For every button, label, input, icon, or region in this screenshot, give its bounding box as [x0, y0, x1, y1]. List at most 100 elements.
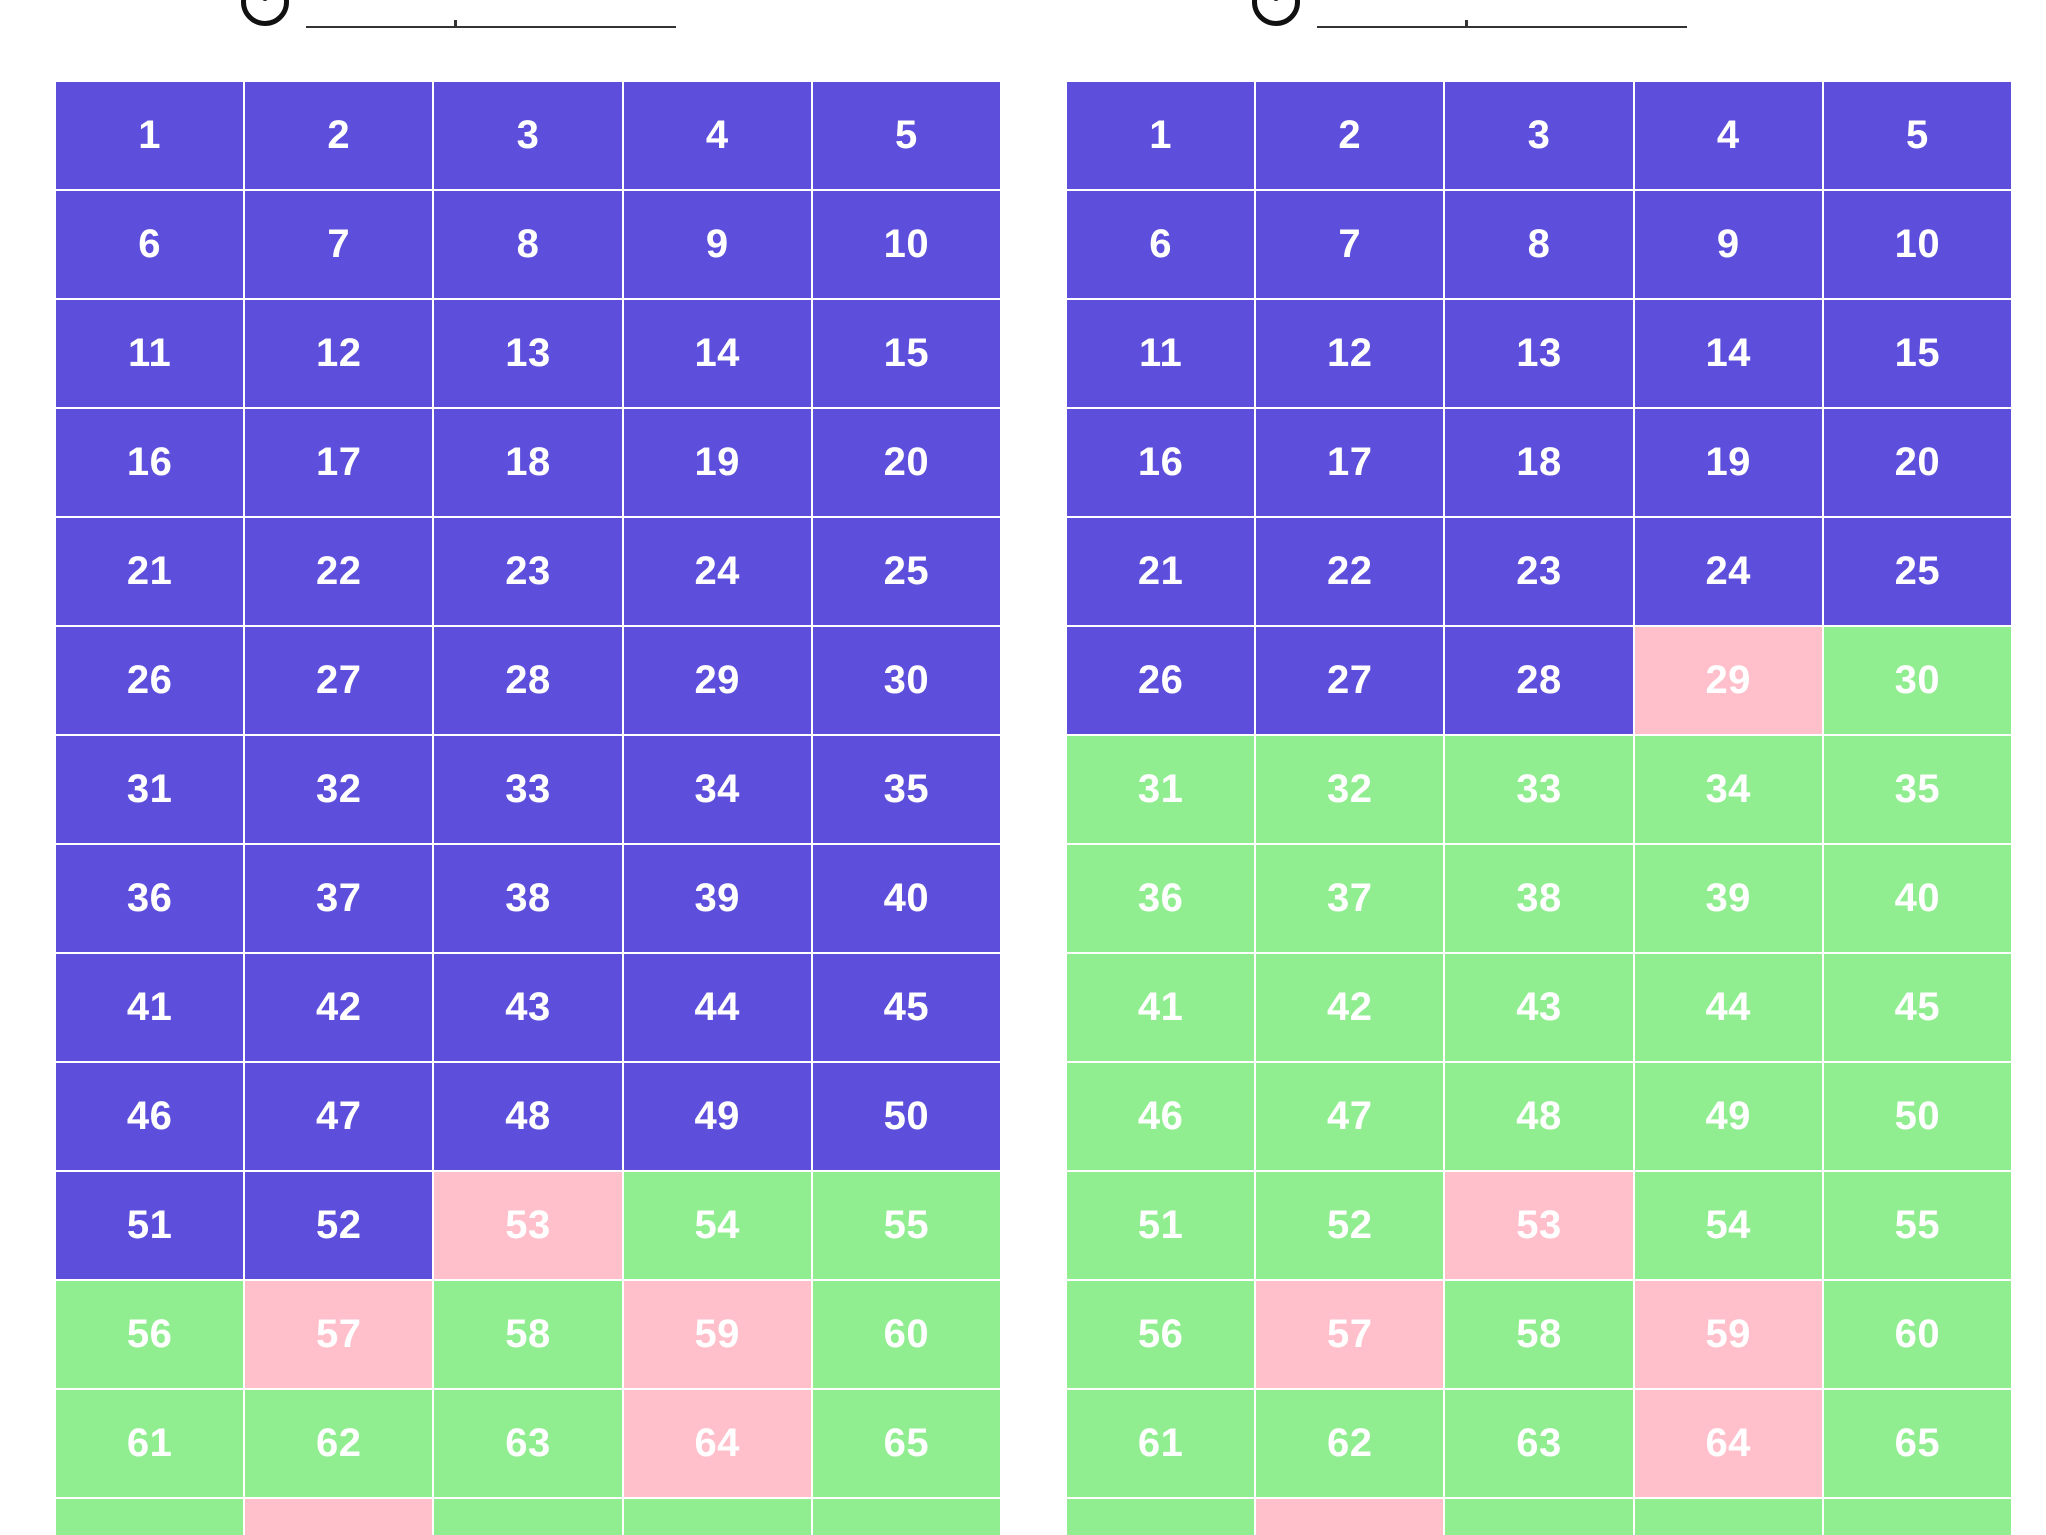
question-cell-pending[interactable]: 43 — [434, 954, 622, 1061]
question-cell-pending[interactable]: 25 — [812, 518, 1000, 625]
question-cell-correct[interactable] — [434, 1499, 622, 1535]
question-cell-correct[interactable]: 45 — [1823, 954, 2011, 1061]
question-cell-correct[interactable]: 38 — [1445, 845, 1633, 952]
question-cell-pending[interactable]: 36 — [56, 845, 244, 952]
question-cell-pending[interactable]: 28 — [1445, 627, 1633, 734]
question-cell-pending[interactable]: 16 — [56, 409, 244, 516]
question-cell-pending[interactable]: 24 — [623, 518, 811, 625]
question-cell-correct[interactable]: 47 — [1256, 1063, 1444, 1170]
question-cell-correct[interactable]: 55 — [812, 1172, 1000, 1279]
question-cell-pending[interactable]: 52 — [245, 1172, 433, 1279]
question-cell-correct[interactable] — [56, 1499, 244, 1535]
question-cell-pending[interactable]: 19 — [1634, 409, 1822, 516]
question-cell-correct[interactable]: 56 — [1067, 1281, 1255, 1388]
question-cell-wrong[interactable]: 64 — [623, 1390, 811, 1497]
question-cell-correct[interactable] — [1067, 1499, 1255, 1535]
question-cell-pending[interactable]: 11 — [1067, 300, 1255, 407]
question-cell-pending[interactable]: 2 — [1256, 82, 1444, 189]
question-cell-correct[interactable]: 60 — [812, 1281, 1000, 1388]
question-cell-wrong[interactable]: 53 — [1445, 1172, 1633, 1279]
question-cell-correct[interactable]: 44 — [1634, 954, 1822, 1061]
question-cell-wrong[interactable] — [245, 1499, 433, 1535]
question-cell-correct[interactable]: 62 — [1256, 1390, 1444, 1497]
question-cell-pending[interactable]: 29 — [623, 627, 811, 734]
question-cell-pending[interactable]: 40 — [812, 845, 1000, 952]
question-cell-correct[interactable]: 35 — [1823, 736, 2011, 843]
question-cell-correct[interactable]: 54 — [623, 1172, 811, 1279]
question-cell-pending[interactable]: 35 — [812, 736, 1000, 843]
question-cell-correct[interactable]: 41 — [1067, 954, 1255, 1061]
question-cell-pending[interactable]: 49 — [623, 1063, 811, 1170]
question-cell-correct[interactable] — [812, 1499, 1000, 1535]
question-cell-pending[interactable]: 48 — [434, 1063, 622, 1170]
question-cell-wrong[interactable] — [1256, 1499, 1444, 1535]
question-cell-pending[interactable]: 16 — [1067, 409, 1255, 516]
question-cell-correct[interactable]: 65 — [812, 1390, 1000, 1497]
question-cell-correct[interactable]: 51 — [1067, 1172, 1255, 1279]
question-cell-pending[interactable]: 25 — [1823, 518, 2011, 625]
question-cell-correct[interactable] — [1823, 1499, 2011, 1535]
question-cell-correct[interactable]: 54 — [1634, 1172, 1822, 1279]
question-cell-pending[interactable]: 6 — [56, 191, 244, 298]
question-cell-wrong[interactable]: 59 — [1634, 1281, 1822, 1388]
question-cell-correct[interactable]: 34 — [1634, 736, 1822, 843]
question-cell-pending[interactable]: 8 — [1445, 191, 1633, 298]
question-cell-pending[interactable]: 46 — [56, 1063, 244, 1170]
question-cell-pending[interactable]: 5 — [1823, 82, 2011, 189]
question-cell-pending[interactable]: 24 — [1634, 518, 1822, 625]
question-cell-pending[interactable]: 2 — [245, 82, 433, 189]
question-cell-pending[interactable]: 7 — [1256, 191, 1444, 298]
question-cell-pending[interactable]: 13 — [434, 300, 622, 407]
question-cell-pending[interactable]: 8 — [434, 191, 622, 298]
question-cell-correct[interactable]: 32 — [1256, 736, 1444, 843]
question-cell-pending[interactable]: 37 — [245, 845, 433, 952]
question-cell-pending[interactable]: 23 — [434, 518, 622, 625]
question-cell-pending[interactable]: 15 — [812, 300, 1000, 407]
question-cell-pending[interactable]: 23 — [1445, 518, 1633, 625]
question-cell-pending[interactable]: 17 — [1256, 409, 1444, 516]
question-cell-correct[interactable]: 55 — [1823, 1172, 2011, 1279]
question-cell-correct[interactable]: 31 — [1067, 736, 1255, 843]
question-cell-pending[interactable]: 51 — [56, 1172, 244, 1279]
question-cell-pending[interactable]: 17 — [245, 409, 433, 516]
question-cell-pending[interactable]: 9 — [623, 191, 811, 298]
question-cell-pending[interactable]: 1 — [1067, 82, 1255, 189]
question-cell-pending[interactable]: 4 — [623, 82, 811, 189]
question-cell-correct[interactable] — [1634, 1499, 1822, 1535]
question-cell-correct[interactable]: 58 — [434, 1281, 622, 1388]
question-cell-pending[interactable]: 9 — [1634, 191, 1822, 298]
question-cell-wrong[interactable]: 64 — [1634, 1390, 1822, 1497]
question-cell-wrong[interactable]: 29 — [1634, 627, 1822, 734]
question-cell-correct[interactable]: 52 — [1256, 1172, 1444, 1279]
question-cell-pending[interactable]: 21 — [56, 518, 244, 625]
question-cell-pending[interactable]: 34 — [623, 736, 811, 843]
question-cell-pending[interactable]: 28 — [434, 627, 622, 734]
question-cell-pending[interactable]: 3 — [434, 82, 622, 189]
question-cell-correct[interactable]: 63 — [434, 1390, 622, 1497]
question-cell-pending[interactable]: 22 — [1256, 518, 1444, 625]
question-cell-pending[interactable]: 44 — [623, 954, 811, 1061]
question-cell-correct[interactable]: 36 — [1067, 845, 1255, 952]
question-cell-pending[interactable]: 42 — [245, 954, 433, 1061]
question-cell-pending[interactable]: 12 — [245, 300, 433, 407]
question-cell-correct[interactable] — [623, 1499, 811, 1535]
question-cell-correct[interactable]: 65 — [1823, 1390, 2011, 1497]
question-cell-correct[interactable]: 33 — [1445, 736, 1633, 843]
question-cell-pending[interactable]: 15 — [1823, 300, 2011, 407]
question-cell-pending[interactable]: 27 — [1256, 627, 1444, 734]
question-cell-correct[interactable]: 40 — [1823, 845, 2011, 952]
question-cell-pending[interactable]: 18 — [1445, 409, 1633, 516]
question-cell-correct[interactable]: 60 — [1823, 1281, 2011, 1388]
question-cell-pending[interactable]: 13 — [1445, 300, 1633, 407]
question-cell-pending[interactable]: 14 — [623, 300, 811, 407]
question-cell-pending[interactable]: 26 — [56, 627, 244, 734]
question-cell-pending[interactable]: 6 — [1067, 191, 1255, 298]
question-cell-pending[interactable]: 20 — [1823, 409, 2011, 516]
question-cell-pending[interactable]: 22 — [245, 518, 433, 625]
question-cell-correct[interactable]: 39 — [1634, 845, 1822, 952]
question-cell-correct[interactable]: 30 — [1823, 627, 2011, 734]
question-cell-correct[interactable]: 61 — [1067, 1390, 1255, 1497]
question-cell-correct[interactable]: 62 — [245, 1390, 433, 1497]
question-cell-pending[interactable]: 3 — [1445, 82, 1633, 189]
question-cell-correct[interactable]: 63 — [1445, 1390, 1633, 1497]
